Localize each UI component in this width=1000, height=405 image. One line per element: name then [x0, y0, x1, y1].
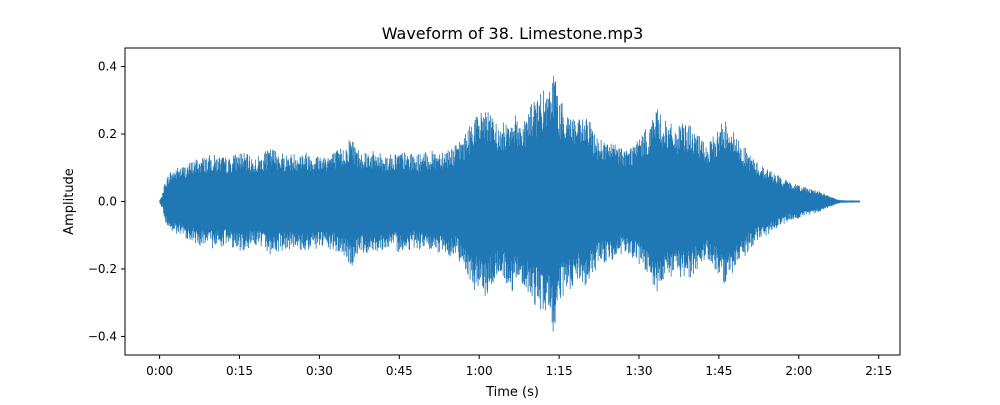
x-tick-label: 2:15 [865, 364, 892, 378]
y-axis-label: Amplitude [62, 168, 77, 235]
x-tick-label: 1:30 [626, 364, 653, 378]
x-tick-label: 1:15 [546, 364, 573, 378]
x-axis-label: Time (s) [485, 385, 539, 400]
y-tick-label: 0.0 [98, 195, 117, 209]
x-tick-label: 0:15 [226, 364, 253, 378]
x-tick-label: 1:45 [705, 364, 732, 378]
plot-area [159, 76, 861, 332]
y-axis: 0.4 0.2 0.0 −0.2 −0.4 [88, 60, 125, 343]
waveform-series [159, 76, 861, 332]
x-tick-label: 0:30 [306, 364, 333, 378]
x-tick-label: 0:00 [146, 364, 173, 378]
x-tick-label: 1:00 [466, 364, 493, 378]
y-tick-label: 0.4 [98, 60, 117, 74]
chart-title: Waveform of 38. Limestone.mp3 [382, 24, 644, 43]
y-tick-label: 0.2 [98, 127, 117, 141]
y-tick-label: −0.2 [88, 262, 117, 276]
x-tick-label: 2:00 [785, 364, 812, 378]
y-tick-label: −0.4 [88, 329, 117, 343]
x-tick-label: 0:45 [386, 364, 413, 378]
x-axis: 0:00 0:15 0:30 0:45 1:00 1:15 1:30 1:45 2:00 2:15 [146, 355, 892, 378]
